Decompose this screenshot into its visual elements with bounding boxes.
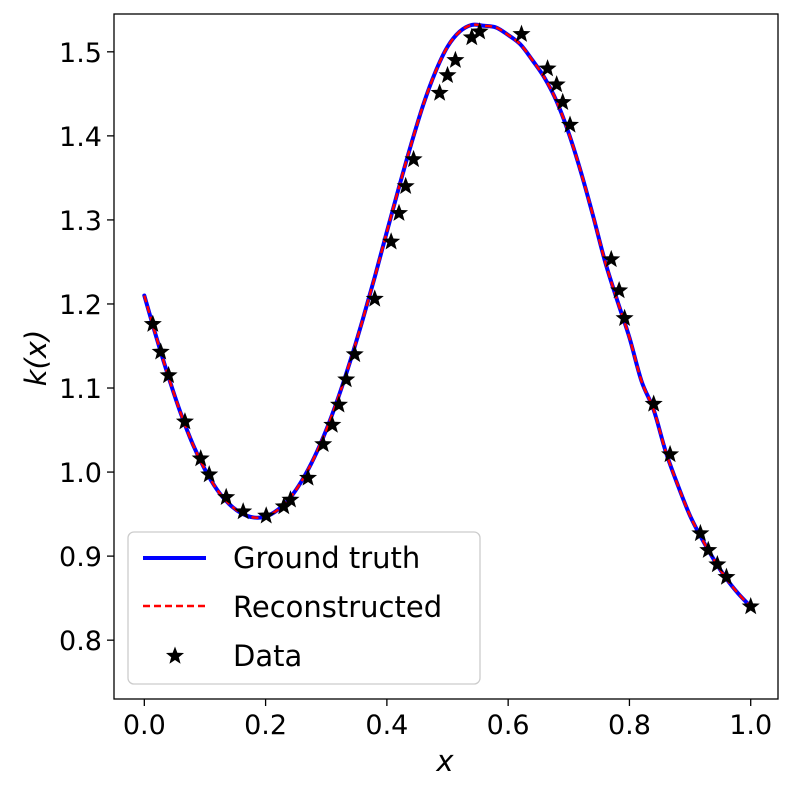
data-point: [314, 434, 333, 453]
data-point: [257, 506, 276, 524]
data-point: [717, 567, 736, 585]
y-tick-label: 1.1: [59, 374, 102, 405]
legend-label-data: Data: [233, 639, 302, 673]
data-point: [615, 308, 634, 326]
data-point: [200, 465, 219, 483]
legend-label-ground-truth: Ground truth: [233, 541, 420, 575]
x-tick-label: 0.0: [123, 710, 166, 741]
data-point: [159, 365, 178, 384]
data-point: [708, 555, 727, 573]
data-point: [365, 289, 384, 307]
legend-label-reconstructed: Reconstructed: [233, 590, 442, 624]
data-point: [446, 50, 465, 68]
data-point: [345, 344, 364, 363]
data-point: [560, 115, 580, 133]
y-axis-label: k(x): [19, 330, 53, 387]
y-tick-label: 0.9: [59, 542, 102, 573]
x-tick-label: 0.2: [244, 710, 287, 741]
data-point: [438, 65, 457, 84]
y-tick-label: 1.5: [59, 38, 102, 69]
data-point: [547, 75, 566, 93]
data-point: [217, 487, 236, 505]
x-tick-label: 0.8: [608, 710, 651, 741]
data-point: [274, 497, 293, 515]
y-tick-label: 1.0: [59, 458, 102, 489]
data-point: [234, 502, 253, 520]
data-point: [610, 281, 629, 299]
data-point: [191, 449, 210, 467]
x-axis-label: x: [435, 744, 454, 778]
x-tick-label: 0.4: [365, 710, 408, 741]
y-tick-label: 1.4: [59, 122, 102, 153]
y-tick-label: 1.2: [59, 290, 102, 321]
data-point: [553, 92, 572, 110]
data-point: [741, 597, 760, 615]
y-axis-ticks: 0.8 0.9 1.0 1.1 1.2 1.3 1.4 1.5: [59, 38, 114, 657]
data-point: [337, 370, 356, 388]
data-point: [143, 314, 162, 332]
data-point: [462, 28, 481, 46]
data-point: [404, 149, 423, 168]
data-point: [512, 24, 531, 42]
data-point: [382, 232, 401, 250]
data-point: [323, 415, 342, 433]
x-tick-label: 0.6: [487, 710, 530, 741]
data-point: [602, 249, 621, 268]
data-point: [538, 59, 557, 77]
data-point: [175, 412, 194, 430]
data-point: [299, 468, 318, 486]
data-point: [430, 83, 449, 101]
data-point: [691, 523, 710, 542]
legend: Ground truth Reconstructed Data: [127, 531, 481, 685]
data-point: [661, 444, 680, 463]
x-tick-label: 1.0: [729, 710, 772, 741]
legend-box: [127, 531, 481, 685]
data-point: [151, 342, 170, 360]
data-point: [470, 22, 489, 40]
y-tick-label: 0.8: [59, 626, 102, 657]
legend-swatch-data: [165, 646, 185, 664]
data-point: [699, 540, 718, 558]
data-point: [329, 395, 349, 413]
data-point: [396, 176, 415, 194]
data-markers: [143, 22, 760, 615]
x-axis-ticks: 0.0 0.2 0.4 0.6 0.8 1.0: [123, 699, 772, 741]
data-point: [644, 394, 663, 412]
data-point: [281, 490, 300, 508]
y-tick-label: 1.3: [59, 206, 102, 237]
data-point: [389, 203, 409, 221]
